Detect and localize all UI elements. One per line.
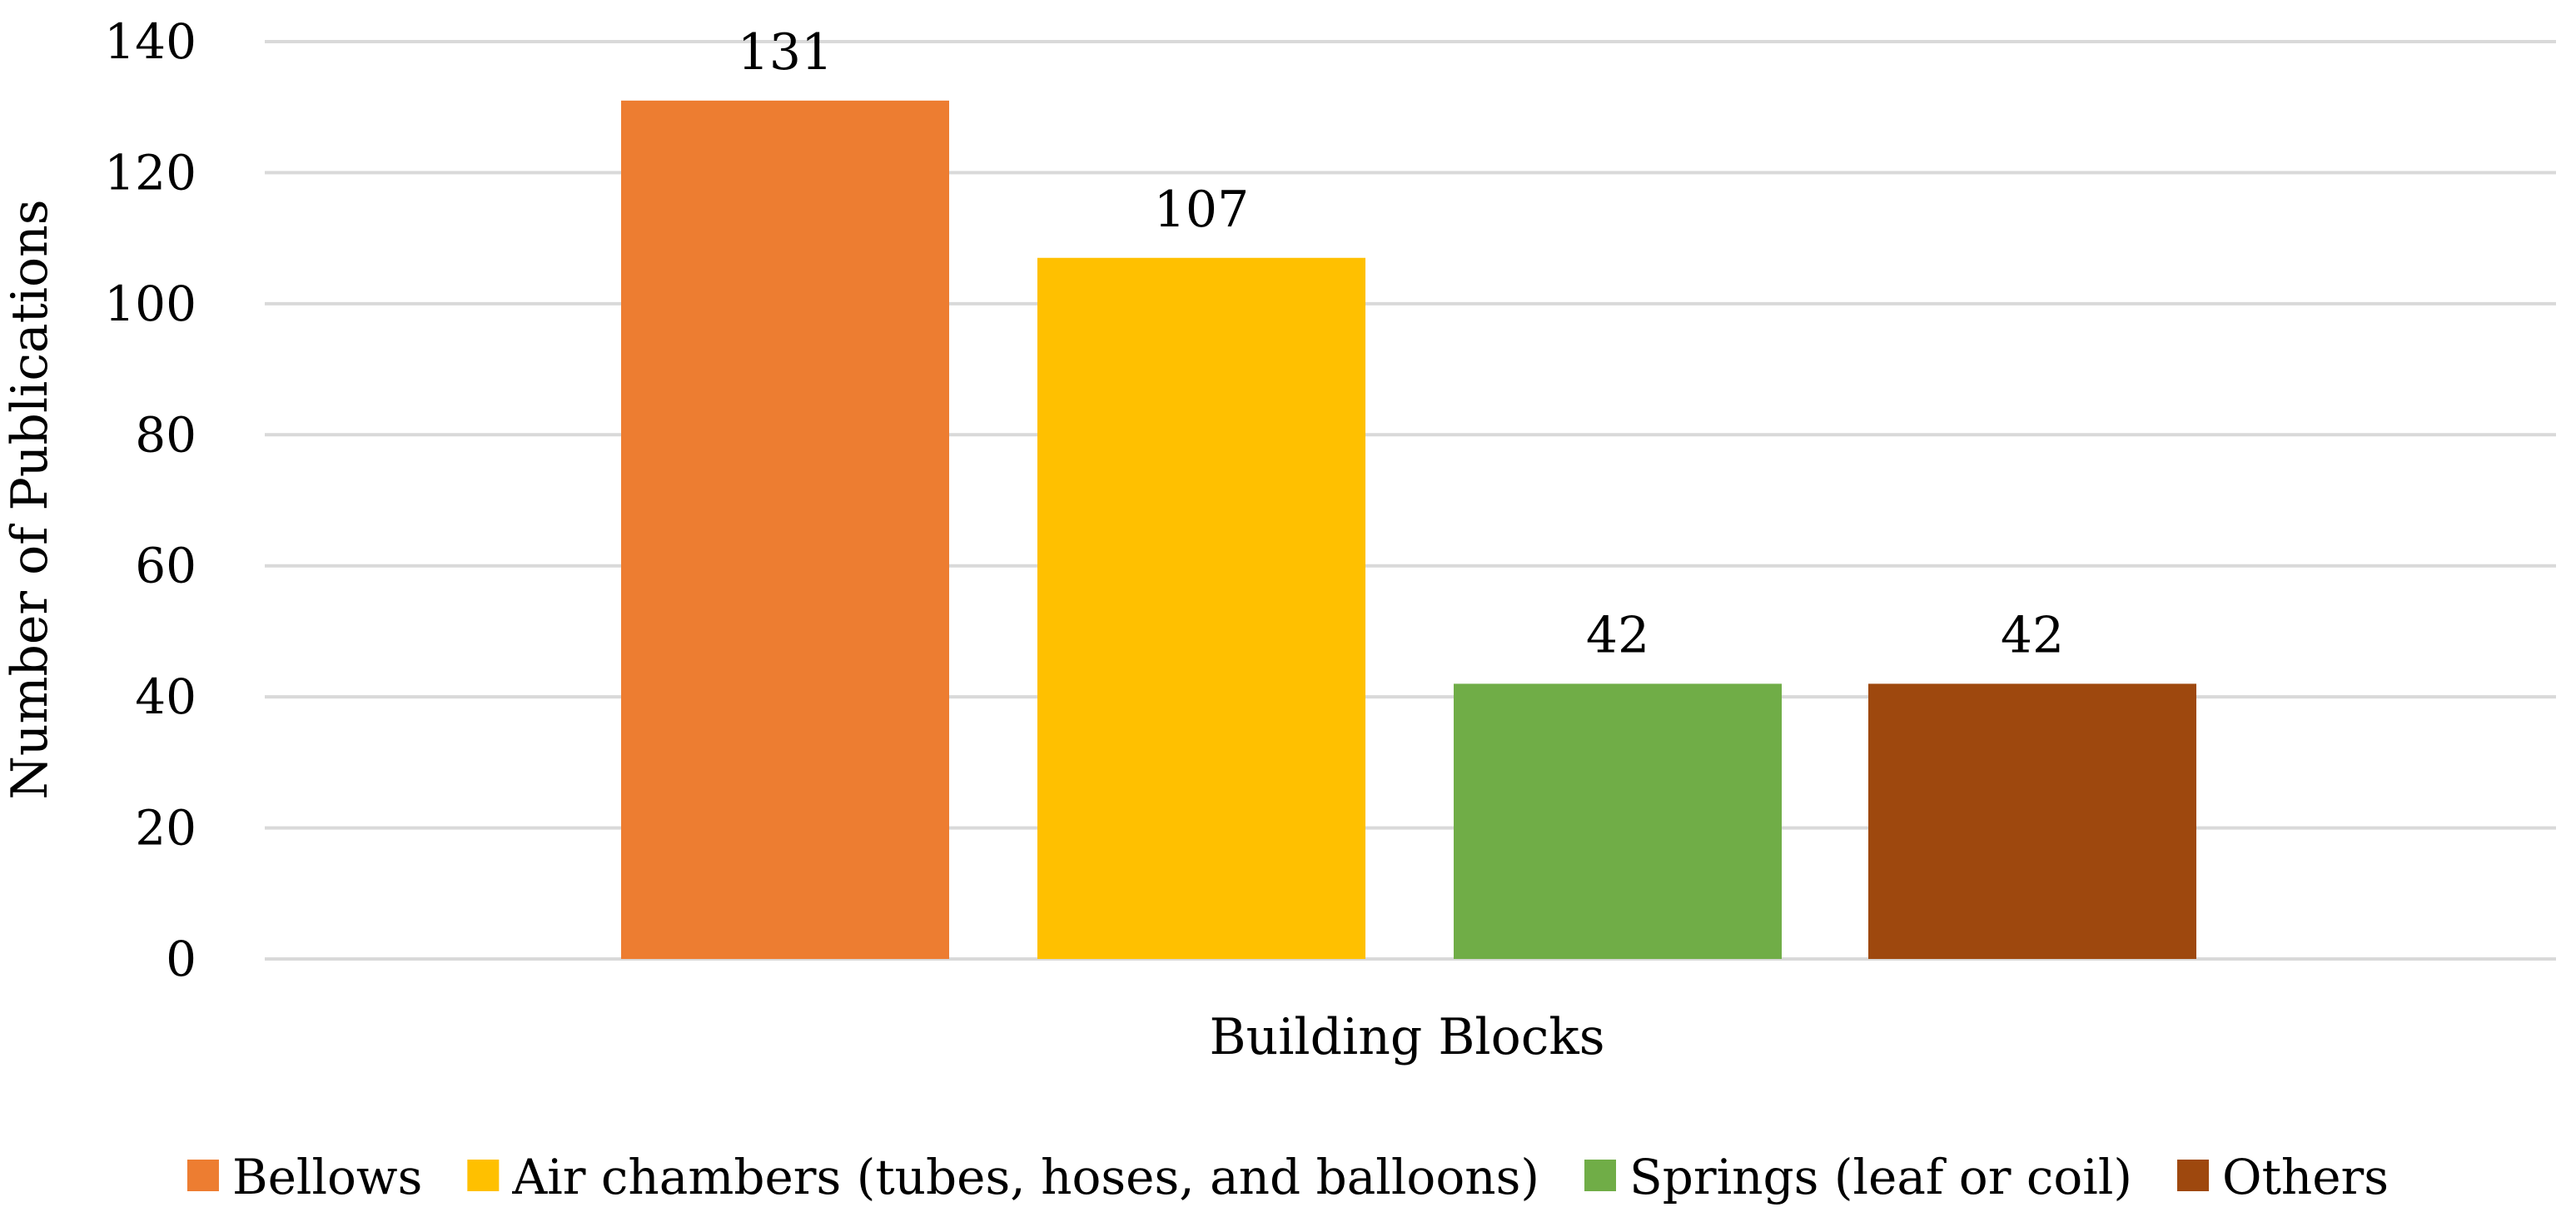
data-labels: 131 107 42 42 (738, 23, 2064, 665)
y-tick-label-0: 0 (166, 931, 196, 987)
y-tick-label-20: 20 (135, 800, 196, 857)
bar-3 (1454, 683, 1782, 959)
legend-label-2: Air chambers (tubes, hoses, and balloons… (511, 1149, 1539, 1205)
y-tick-label-80: 80 (135, 406, 196, 463)
legend-item-1: Bellows (186, 1149, 422, 1205)
data-label-2: 107 (1154, 181, 1250, 239)
bar-1 (621, 100, 949, 959)
y-tick-label-100: 100 (104, 276, 196, 332)
gridlines (265, 40, 2556, 961)
legend-label-1: Bellows (232, 1149, 422, 1205)
legend-swatch-4 (2177, 1160, 2210, 1191)
y-tick-label-60: 60 (135, 538, 196, 594)
data-label-3: 42 (1586, 606, 1649, 664)
legend-item-3: Springs (leaf or coil) (1584, 1149, 2132, 1205)
data-label-1: 131 (738, 23, 833, 82)
bar-4 (1868, 683, 2196, 959)
bar-2 (1037, 257, 1365, 959)
y-axis-tick-labels: 0 20 40 60 80 100 120 140 (104, 13, 196, 987)
x-axis-title: Building Blocks (1210, 1008, 1605, 1066)
legend-swatch-3 (1584, 1160, 1616, 1191)
legend-item-4: Others (2177, 1149, 2389, 1205)
y-tick-label-140: 140 (104, 13, 196, 70)
bars (621, 100, 2196, 959)
legend-label-3: Springs (leaf or coil) (1629, 1149, 2132, 1205)
y-tick-label-40: 40 (135, 668, 196, 725)
legend: Bellows Air chambers (tubes, hoses, and b… (186, 1149, 2389, 1205)
legend-item-2: Air chambers (tubes, hoses, and balloons… (467, 1149, 1539, 1205)
y-tick-label-120: 120 (104, 144, 196, 201)
y-axis-title: Number of Publications (1, 199, 59, 799)
legend-label-4: Others (2222, 1149, 2389, 1205)
legend-swatch-2 (467, 1160, 500, 1191)
data-label-4: 42 (2001, 606, 2064, 664)
legend-swatch-1 (186, 1160, 219, 1191)
